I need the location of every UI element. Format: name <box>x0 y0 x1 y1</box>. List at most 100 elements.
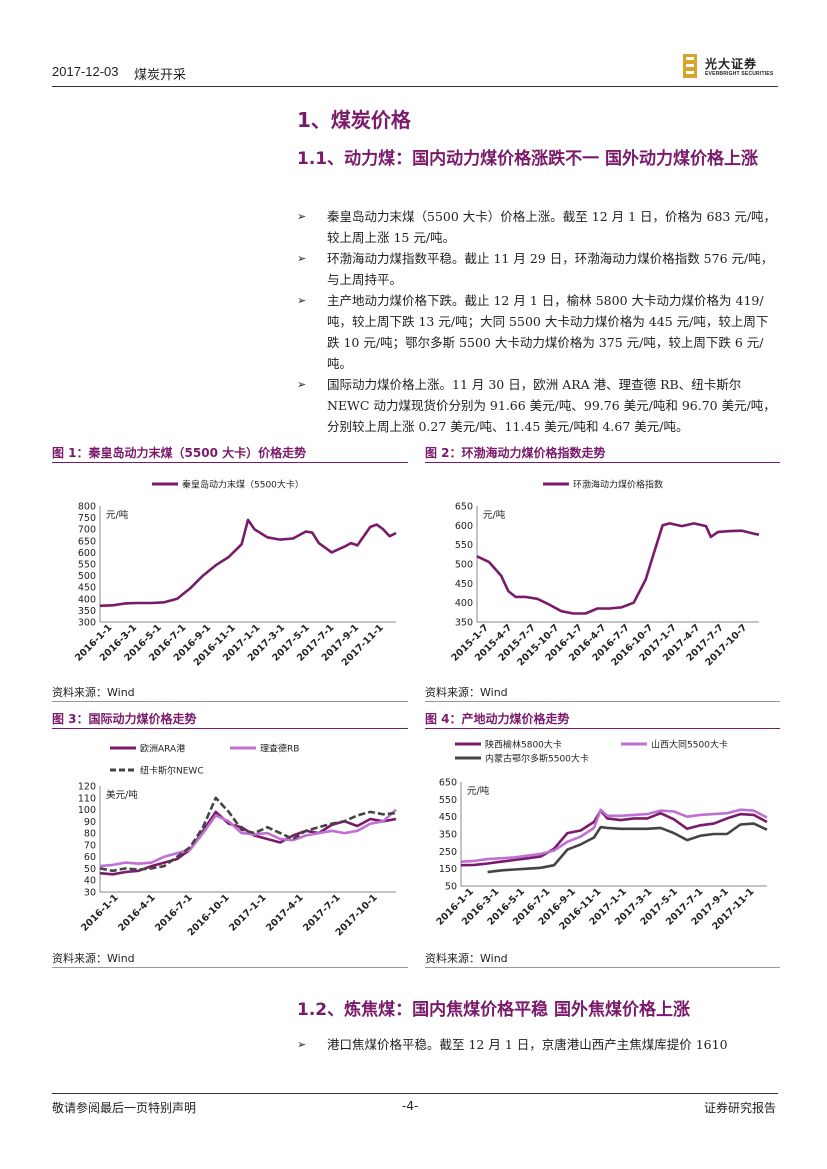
y-tick-label: 100 <box>78 805 96 816</box>
figure-4-source-rule <box>425 967 780 968</box>
legend-label-fig1: 秦皇岛动力末煤（5500大卡） <box>182 479 304 491</box>
logo-text-cn: 光大证券 <box>705 57 758 71</box>
y-tick-label: 90 <box>84 817 96 828</box>
bullet-list-2: ➢ 港口焦煤价格平稳。截至 12 月 1 日，京唐港山西产主焦煤库提价 1610 <box>297 1034 779 1055</box>
report-category: 煤炭开采 <box>134 68 187 83</box>
logo-mark-icon <box>683 54 697 78</box>
y-tick-label: 150 <box>439 864 457 875</box>
y-tick-label: 550 <box>455 540 473 551</box>
figure-2-source-rule <box>425 701 780 702</box>
figure-4-source: 资料来源：Wind <box>425 952 508 965</box>
section-title-1-2: 1.2、炼焦煤：国内焦煤价格平稳 国外焦煤价格上涨 <box>297 1000 691 1020</box>
chart-fig3: 欧洲ARA港 理查德RB 纽卡斯尔NEWC 304050607080901001101… <box>78 743 397 938</box>
bullet-arrow-icon: ➢ <box>297 378 307 391</box>
y-tick-label: 800 <box>78 502 96 513</box>
bullet-item: ➢ 国际动力煤价格上涨。11 月 30 日，欧洲 ARA 港、理查德 RB、纽卡斯… <box>297 374 779 437</box>
figure-1-rule <box>52 462 408 463</box>
x-tick-label: 2016-4-1 <box>116 892 157 933</box>
page-number: -4- <box>402 1099 419 1113</box>
bullet-text: 主产地动力煤价格下跌。截止 12 月 1 日，榆林 5800 大卡动力煤价格为 … <box>327 293 769 371</box>
chart-fig1: 秦皇岛动力末煤（5500大卡）3003504004505005506006507… <box>73 479 397 668</box>
y-axis-unit: 元/吨 <box>483 509 506 521</box>
bullet-text: 国际动力煤价格上涨。11 月 30 日，欧洲 ARA 港、理查德 RB、纽卡斯尔… <box>327 377 776 434</box>
y-tick-label: 450 <box>439 812 457 823</box>
legend-label-fig3: 理查德RB <box>260 743 299 755</box>
figure-3-rule <box>52 728 408 729</box>
figure-1-source: 资料来源：Wind <box>52 686 135 699</box>
logo-text-en: EVERBRIGHT SECURITIES <box>705 71 774 77</box>
footer-report-type: 证券研究报告 <box>704 1101 777 1115</box>
series-line-fig1 <box>99 518 397 608</box>
figure-2-rule <box>425 462 780 463</box>
footer-divider <box>52 1093 778 1094</box>
y-tick-label: 450 <box>455 579 473 590</box>
figure-4-title: 图 4：产地动力煤价格走势 <box>425 712 570 726</box>
bullet-arrow-icon: ➢ <box>297 210 307 223</box>
footer-disclaimer: 敬请参阅最后一页特别声明 <box>52 1101 197 1115</box>
y-tick-label: 650 <box>439 778 457 789</box>
y-tick-label: 50 <box>445 882 457 893</box>
y-tick-label: 120 <box>78 782 96 793</box>
series-line-fig4 <box>487 822 768 874</box>
legend-label-fig4: 陕西榆林5800大卡 <box>485 739 562 751</box>
series-line-fig4 <box>460 809 768 867</box>
figure-3-title: 图 3：国际动力煤价格走势 <box>52 712 197 726</box>
y-tick-label: 300 <box>78 618 96 629</box>
legend-label-fig3: 欧洲ARA港 <box>140 743 185 755</box>
y-axis-unit: 元/吨 <box>467 785 490 797</box>
y-tick-label: 600 <box>78 548 96 559</box>
x-tick-label: 2017-1-1 <box>227 892 268 933</box>
y-tick-label: 600 <box>455 521 473 532</box>
series-line-fig3 <box>99 796 397 873</box>
y-tick-label: 550 <box>78 560 96 571</box>
header-divider <box>52 86 778 87</box>
y-tick-label: 80 <box>84 829 96 840</box>
report-date: 2017-12-03 <box>52 64 119 79</box>
bullet-text: 港口焦煤价格平稳。截至 12 月 1 日，京唐港山西产主焦煤库提价 1610 <box>327 1037 728 1052</box>
section-title-1-1: 1.1、动力煤：国内动力煤价格涨跌不一 国外动力煤价格上涨 <box>297 149 759 169</box>
y-tick-label: 50 <box>84 864 96 875</box>
figure-3-source-rule <box>52 967 408 968</box>
y-tick-label: 400 <box>78 594 96 605</box>
legend-label-fig4: 山西大同5500大卡 <box>651 739 728 751</box>
legend-label-fig4: 内蒙古鄂尔多斯5500大卡 <box>485 753 589 765</box>
y-axis-unit: 美元/吨 <box>106 789 138 801</box>
y-tick-label: 60 <box>84 852 96 863</box>
series-line-fig2 <box>476 522 760 615</box>
section-title-1: 1、煤炭价格 <box>297 108 411 132</box>
y-tick-label: 350 <box>439 830 457 841</box>
y-tick-label: 500 <box>78 571 96 582</box>
series-line-fig4 <box>460 808 768 863</box>
bullet-arrow-icon: ➢ <box>297 1038 307 1051</box>
bullet-list: ➢ 秦皇岛动力末煤（5500 大卡）价格上涨。截至 12 月 1 日，价格为 68… <box>297 206 779 437</box>
y-tick-label: 350 <box>78 606 96 617</box>
y-tick-label: 70 <box>84 840 96 851</box>
x-tick-label: 2016-1-1 <box>79 892 120 933</box>
figure-3-source: 资料来源：Wind <box>52 952 135 965</box>
figure-1-source-rule <box>52 701 408 702</box>
bullet-arrow-icon: ➢ <box>297 252 307 265</box>
figure-2-source: 资料来源：Wind <box>425 686 508 699</box>
y-tick-label: 40 <box>84 876 96 887</box>
bullet-item: ➢ 主产地动力煤价格下跌。截止 12 月 1 日，榆林 5800 大卡动力煤价格为… <box>297 290 779 374</box>
bullet-item: ➢ 港口焦煤价格平稳。截至 12 月 1 日，京唐港山西产主焦煤库提价 1610 <box>297 1034 779 1055</box>
figure-2-title: 图 2：环渤海动力煤价格指数走势 <box>425 446 606 460</box>
bullet-item: ➢ 环渤海动力煤指数平稳。截止 11 月 29 日，环渤海动力煤价格指数 576 … <box>297 248 779 290</box>
y-tick-label: 400 <box>455 598 473 609</box>
y-tick-label: 500 <box>455 560 473 571</box>
y-tick-label: 750 <box>78 513 96 524</box>
bullet-text: 秦皇岛动力末煤（5500 大卡）价格上涨。截至 12 月 1 日，价格为 683… <box>327 209 777 245</box>
series-line-fig3 <box>99 808 397 868</box>
figure-1-title: 图 1：秦皇岛动力末煤（5500 大卡）价格走势 <box>52 446 307 460</box>
y-tick-label: 650 <box>78 536 96 547</box>
y-tick-label: 250 <box>439 847 457 858</box>
y-tick-label: 550 <box>439 795 457 806</box>
series-line-fig3 <box>99 810 397 876</box>
bullet-text: 环渤海动力煤指数平稳。截止 11 月 29 日，环渤海动力煤价格指数 576 元… <box>327 251 774 287</box>
y-tick-label: 700 <box>78 525 96 536</box>
company-logo: 光大证券 EVERBRIGHT SECURITIES <box>683 54 779 80</box>
legend-label-fig3: 纽卡斯尔NEWC <box>140 765 204 777</box>
y-tick-label: 30 <box>84 888 96 899</box>
y-tick-label: 110 <box>78 793 96 804</box>
